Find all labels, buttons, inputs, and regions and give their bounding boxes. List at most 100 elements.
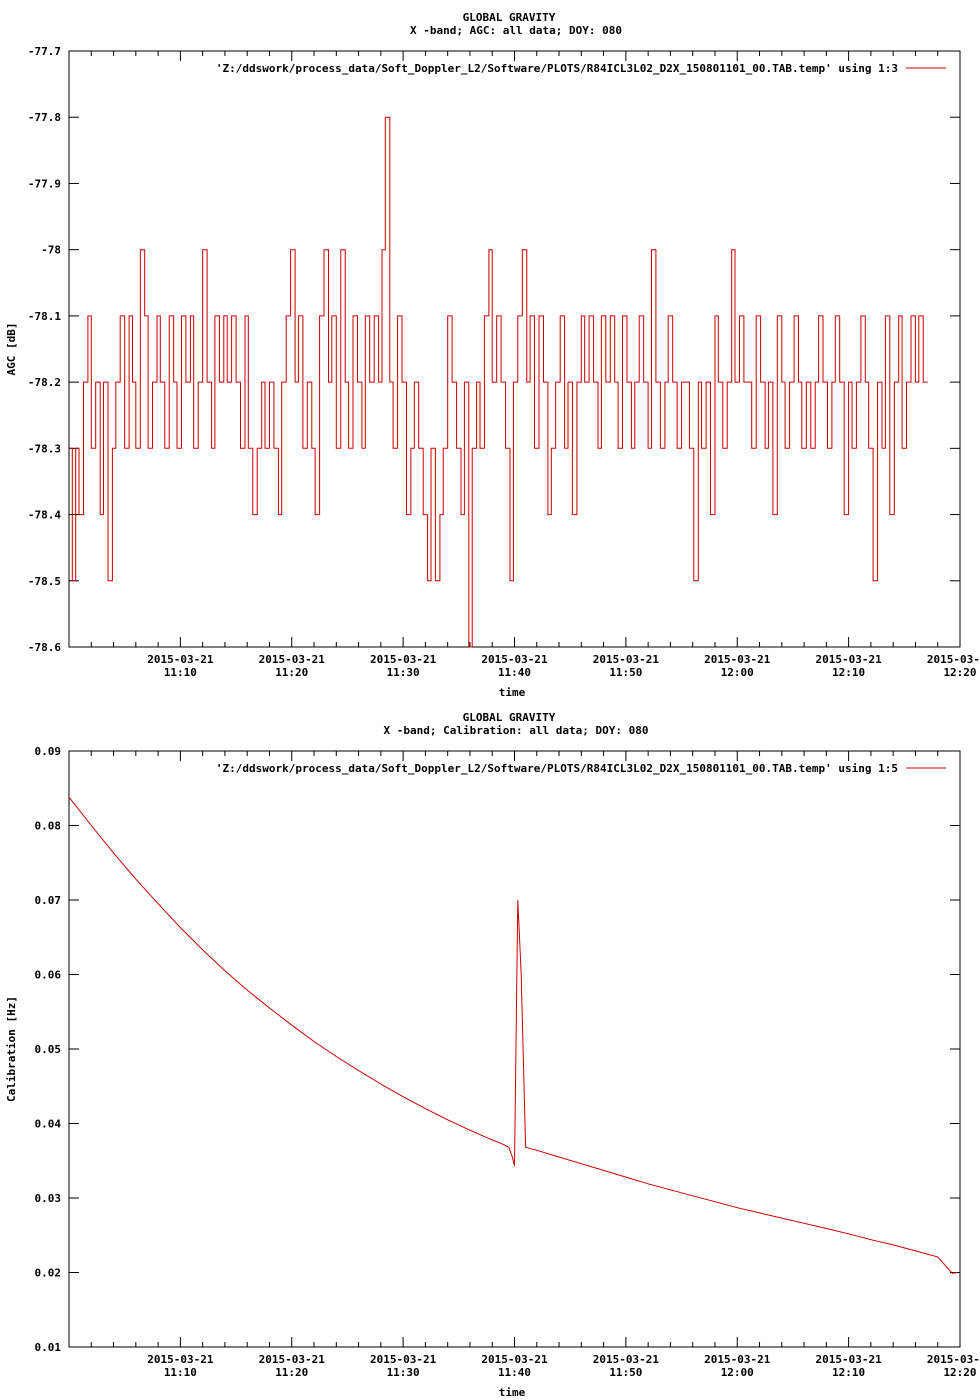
data-point	[881, 448, 882, 449]
data-point	[923, 382, 924, 383]
data-point	[269, 382, 270, 383]
data-point	[526, 382, 527, 383]
data-point	[294, 382, 295, 383]
x-tick-date: 2015-03-21	[704, 653, 771, 666]
data-point	[512, 1156, 513, 1157]
data-point	[781, 1218, 782, 1219]
data-point	[848, 382, 849, 383]
x-axis-label: time	[499, 1386, 526, 1399]
data-point	[331, 315, 332, 316]
data-point	[576, 382, 577, 383]
data-point	[617, 448, 618, 449]
data-point	[525, 1147, 526, 1148]
data-point	[169, 315, 170, 316]
x-axis-label: time	[499, 686, 526, 699]
data-point	[207, 382, 208, 383]
y-tick-label: 0.05	[35, 1043, 62, 1056]
x-tick-date: 2015-03-21	[259, 653, 326, 666]
data-point	[894, 382, 895, 383]
legend-label: 'Z:/ddswork/process_data/Soft_Doppler_L2…	[216, 762, 898, 775]
data-point	[135, 448, 136, 449]
data-point	[147, 448, 148, 449]
data-point	[517, 899, 518, 900]
data-point	[572, 514, 573, 515]
data-point	[701, 448, 702, 449]
data-point	[634, 382, 635, 383]
data-point	[727, 382, 728, 383]
data-point	[430, 448, 431, 449]
data-point	[244, 315, 245, 316]
data-point	[129, 315, 130, 316]
data-point	[160, 382, 161, 383]
data-point	[759, 1212, 760, 1213]
series-line	[69, 116, 928, 648]
x-tick-time: 11:50	[609, 1366, 642, 1379]
data-point	[601, 315, 602, 316]
data-point	[589, 315, 590, 316]
data-point	[361, 448, 362, 449]
data-point	[815, 382, 816, 383]
data-point	[705, 382, 706, 383]
y-tick-label: -77.9	[28, 177, 61, 190]
x-tick-time: 11:30	[387, 666, 420, 679]
data-point	[781, 382, 782, 383]
data-point	[714, 1201, 715, 1202]
data-point	[777, 315, 778, 316]
data-point	[760, 382, 761, 383]
data-point	[443, 448, 444, 449]
data-point	[522, 249, 523, 250]
data-point	[231, 315, 232, 316]
data-point	[868, 448, 869, 449]
data-point	[403, 1096, 404, 1097]
data-point	[227, 382, 228, 383]
data-point	[156, 315, 157, 316]
data-point	[603, 1170, 604, 1171]
data-point	[425, 1108, 426, 1109]
data-point	[915, 382, 916, 383]
chart-title: GLOBAL GRAVITY	[463, 11, 556, 24]
data-point	[352, 315, 353, 316]
y-tick-label: 0.06	[35, 969, 62, 982]
y-tick-label: -77.8	[28, 111, 61, 124]
y-tick-label: 0.01	[35, 1341, 62, 1354]
data-point	[181, 315, 182, 316]
data-point	[202, 949, 203, 950]
data-point	[848, 1233, 849, 1234]
series-line	[68, 796, 958, 1274]
y-tick-label: 0.07	[35, 894, 62, 907]
data-point	[180, 927, 181, 928]
data-point	[358, 1070, 359, 1071]
data-point	[340, 249, 341, 250]
data-point	[496, 315, 497, 316]
x-tick-date: 2015-03-21	[370, 653, 437, 666]
data-point	[664, 382, 665, 383]
x-tick-date: 2015-03-21	[593, 1353, 660, 1366]
data-point	[311, 448, 312, 449]
x-tick-time: 11:50	[609, 666, 642, 679]
data-point	[152, 382, 153, 383]
data-point	[567, 382, 568, 383]
data-point	[68, 448, 69, 449]
data-point	[476, 382, 477, 383]
x-tick-time: 12:00	[721, 666, 754, 679]
data-point	[660, 448, 661, 449]
data-point	[261, 382, 262, 383]
data-point	[452, 382, 453, 383]
data-point	[319, 315, 320, 316]
data-point	[513, 382, 514, 383]
data-point	[743, 382, 744, 383]
data-point	[937, 1256, 938, 1257]
y-tick-label: 0.08	[35, 820, 62, 833]
data-point	[302, 448, 303, 449]
data-point	[593, 382, 594, 383]
data-point	[235, 382, 236, 383]
data-point	[826, 1228, 827, 1229]
data-point	[484, 315, 485, 316]
data-point	[193, 448, 194, 449]
data-point	[298, 315, 299, 316]
data-point	[648, 448, 649, 449]
x-tick-date: 2015-03-21	[370, 1353, 437, 1366]
data-point	[844, 514, 845, 515]
data-point	[68, 797, 69, 798]
